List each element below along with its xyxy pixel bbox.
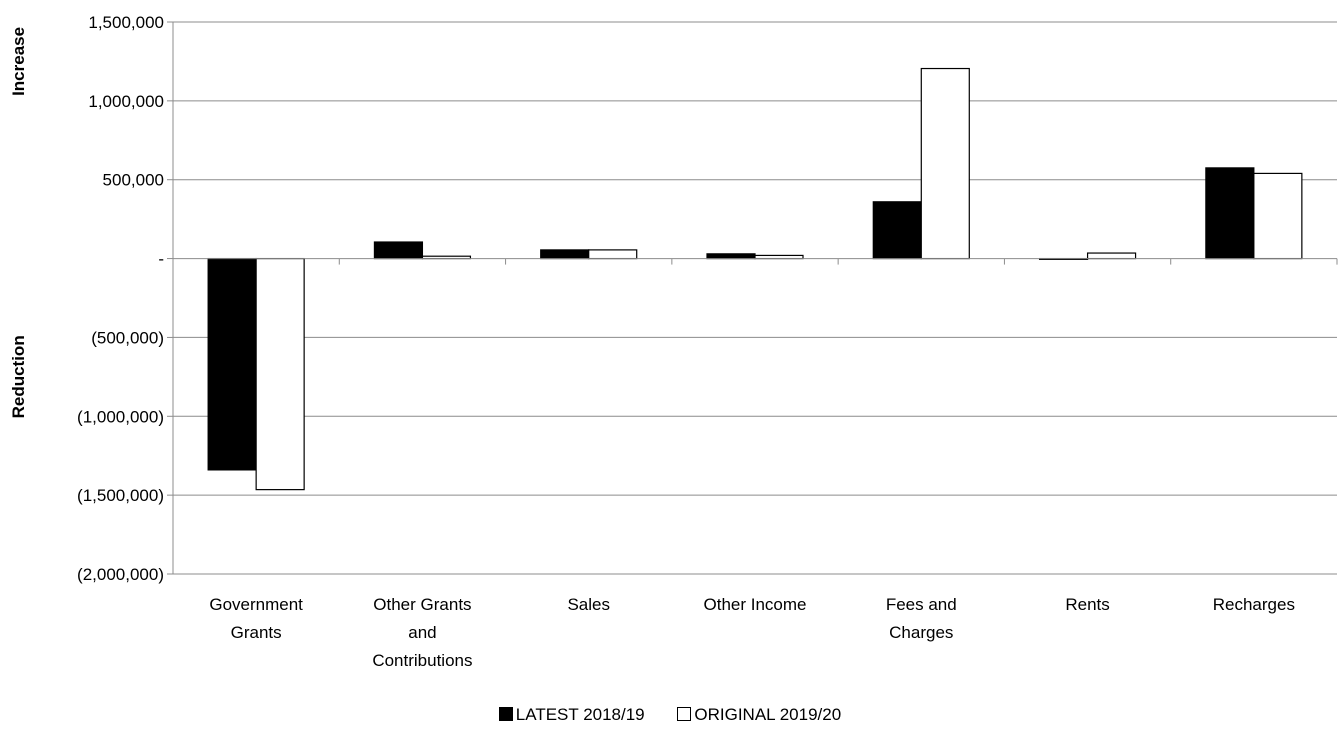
x-category-label: Recharges [1213, 595, 1295, 614]
y-tick-label: 1,500,000 [88, 13, 164, 32]
legend-label-latest: LATEST 2018/19 [515, 704, 645, 724]
bar [1253, 172, 1303, 260]
y-tick-label: (1,000,000) [77, 407, 164, 426]
legend-swatch-latest [498, 706, 513, 721]
bar [540, 249, 590, 260]
x-category-label: Sales [567, 595, 610, 614]
axes [167, 21, 1338, 575]
y-tick-label: (2,000,000) [77, 565, 164, 584]
y-tick-labels: 1,500,000 1,000,000 500,000 - (500,000) (1,00… [77, 13, 164, 584]
bar [207, 257, 257, 471]
y-tick-label: - [158, 250, 164, 269]
y-tick-label: 500,000 [103, 171, 164, 190]
x-category-label: Government Grants [209, 595, 303, 642]
bar [1205, 167, 1255, 260]
legend: LATEST 2018/19 ORIGINAL 2019/20 [0, 704, 1340, 725]
bar [373, 241, 424, 260]
bar [255, 257, 305, 491]
y-tick-label: (1,500,000) [77, 486, 164, 505]
y-tick-label: (500,000) [91, 328, 164, 347]
y-tick-label: 1,000,000 [88, 92, 164, 111]
y-axis-title-increase: Increase [9, 27, 28, 96]
bars [207, 67, 1303, 491]
y-axis-titles: Increase Reduction [9, 27, 28, 418]
x-category-label: Other Income [704, 595, 807, 614]
legend-swatch-original [677, 706, 692, 721]
legend-label-original: ORIGINAL 2019/20 [694, 704, 842, 724]
x-category-label: Other Grants and Contributions [372, 595, 472, 670]
gridlines [173, 21, 1337, 575]
bar [1086, 252, 1137, 260]
bar [872, 201, 922, 260]
x-category-labels: Government Grants Other Grants and Contribut… [209, 595, 1295, 670]
legend-item-latest: LATEST 2018/19 [498, 704, 645, 725]
x-category-label: Fees and Charges [886, 595, 957, 642]
chart: 1,500,000 1,000,000 500,000 - (500,000) (1,00… [9, 13, 1338, 670]
legend-item-original: ORIGINAL 2019/20 [677, 705, 841, 725]
x-category-label: Rents [1065, 595, 1109, 614]
bar [588, 249, 638, 260]
bar [920, 67, 970, 260]
bar [706, 253, 756, 260]
y-axis-title-reduction: Reduction [9, 335, 28, 418]
